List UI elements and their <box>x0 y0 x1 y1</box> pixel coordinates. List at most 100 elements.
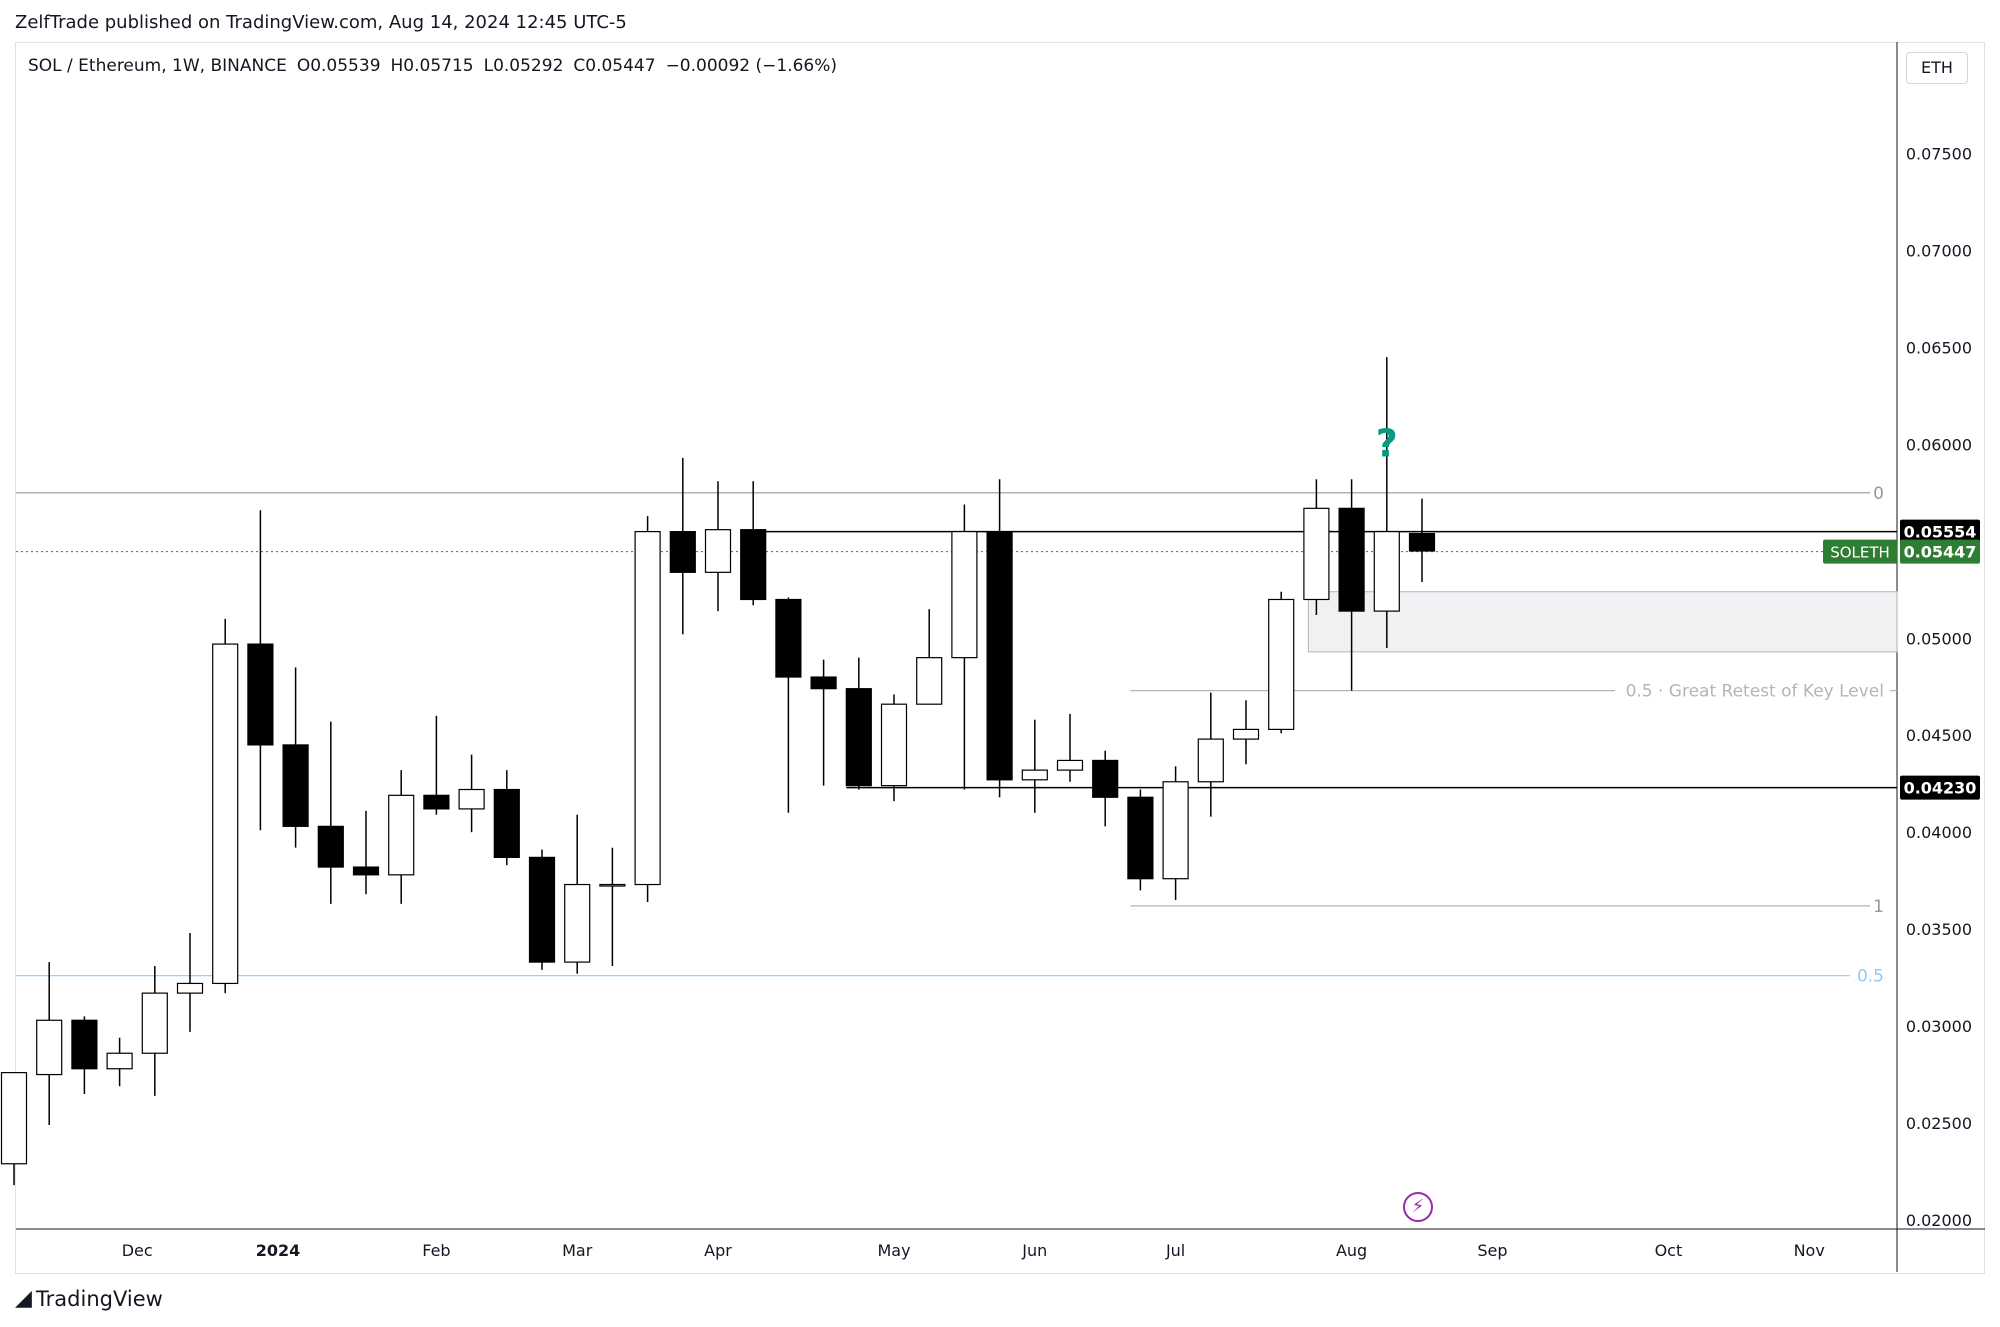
y-tick-label: 0.06000 <box>1906 435 1972 454</box>
bolt-icon[interactable]: ⚡ <box>1403 1192 1433 1222</box>
candle-body-down <box>317 825 344 868</box>
candle-body-up <box>704 529 732 573</box>
candle-body-down <box>282 744 309 827</box>
symbol-tag-bg <box>1823 539 1897 564</box>
symbol-tag: SOLETH <box>1830 544 1890 562</box>
candle <box>1127 789 1154 891</box>
candle <box>352 810 380 895</box>
change-value: −0.00092 (−1.66%) <box>665 56 838 76</box>
y-tick-label: 0.03500 <box>1906 920 1972 939</box>
candle <box>106 1037 133 1087</box>
x-tick-label: Dec <box>122 1241 153 1260</box>
candle-body-down <box>528 856 556 963</box>
candle-body-up <box>1021 769 1048 781</box>
candle-body-up <box>564 883 591 963</box>
x-tick-label: Mar <box>562 1241 593 1260</box>
candle <box>1268 591 1295 734</box>
candle <box>669 457 696 635</box>
candle <box>775 597 802 813</box>
price-tag-upper-bg <box>1900 519 1980 544</box>
symbol-label[interactable]: SOL / Ethereum, 1W, BINANCE <box>28 56 287 76</box>
price-tag-lower-bg <box>1900 775 1980 800</box>
footer-brand: TradingView <box>35 1286 163 1311</box>
y-tick-label: 0.06500 <box>1906 338 1972 357</box>
candle-body-up <box>0 1072 28 1165</box>
x-tick-label: Oct <box>1655 1241 1683 1260</box>
fib-level-05-label: 0.5 · Great Retest of Key Level <box>1626 682 1884 702</box>
candle-body-up <box>1268 598 1295 731</box>
y-tick-label: 0.04000 <box>1906 823 1972 842</box>
open-value: O0.05539 <box>296 56 381 76</box>
candle <box>1092 750 1119 827</box>
candle <box>704 481 732 612</box>
candle-body-up <box>634 531 661 886</box>
candle-body-down <box>247 643 274 746</box>
candle <box>176 933 204 1032</box>
candle <box>458 754 485 833</box>
candle <box>564 814 591 974</box>
close-value: C0.05447 <box>573 56 656 76</box>
candle-body-down <box>669 531 696 573</box>
high-value: H0.05715 <box>390 56 474 76</box>
tradingview-logo-icon: ◢ <box>15 1286 32 1311</box>
candle-body-down <box>1127 796 1154 880</box>
x-tick-label: Jun <box>1021 1241 1047 1260</box>
candle <box>810 659 837 786</box>
price-tag-upper: 0.05554 <box>1904 523 1977 542</box>
y-tick-label: 0.07500 <box>1906 144 1972 163</box>
candle-body-up <box>1303 507 1330 601</box>
candle-body-down <box>810 676 837 690</box>
publisher-caption: ZelfTrade published on TradingView.com, … <box>15 12 627 33</box>
y-tick-label: 0.04500 <box>1906 726 1972 745</box>
candle-body-up <box>36 1019 63 1076</box>
candle <box>1338 479 1365 691</box>
candle-body-up <box>212 643 239 985</box>
price-tag-lower: 0.04230 <box>1904 779 1977 798</box>
candle-body-up <box>1162 781 1189 880</box>
ohlc-legend: SOL / Ethereum, 1W, BINANCE O0.05539 H0.05… <box>28 56 837 76</box>
candle <box>880 694 908 802</box>
y-tick-label: 0.07000 <box>1906 241 1972 260</box>
candle <box>599 847 626 966</box>
candle <box>141 965 168 1096</box>
tradingview-logo[interactable]: ◢ TradingView <box>15 1286 163 1311</box>
candle-body-up <box>458 788 485 810</box>
candle <box>247 510 274 831</box>
x-tick-label: Nov <box>1794 1241 1825 1260</box>
candle <box>986 479 1013 798</box>
x-tick-label: Jul <box>1165 1241 1185 1260</box>
candle-body-down <box>423 794 450 810</box>
y-tick-label: 0.05000 <box>1906 629 1972 648</box>
candle-body-up <box>106 1052 133 1070</box>
candle-body-up <box>176 982 204 994</box>
candle-body-down <box>845 688 872 787</box>
candle <box>528 849 556 970</box>
candle-body-up <box>141 992 168 1054</box>
y-tick-label: 0.03000 <box>1906 1017 1972 1036</box>
candle-body-down <box>1092 759 1119 798</box>
candle <box>71 1016 98 1094</box>
candle-body-down <box>352 866 380 876</box>
candle-body-up <box>1232 728 1260 740</box>
candle <box>0 1072 28 1186</box>
candle-body-up <box>1197 738 1224 783</box>
chart-frame <box>15 42 1985 1274</box>
candle-body-up <box>951 531 978 659</box>
candle-body-down <box>493 788 520 858</box>
candle <box>951 504 978 790</box>
y-tick-label: 0.02000 <box>1906 1211 1972 1230</box>
candle-body-up <box>916 657 943 705</box>
candle-body-down <box>775 598 802 678</box>
candle <box>634 516 661 902</box>
currency-button[interactable]: ETH <box>1906 52 1968 84</box>
fib-level-0-label: 0 <box>1873 484 1884 504</box>
low-value: L0.05292 <box>483 56 564 76</box>
candle <box>916 609 943 705</box>
fib-zone-box <box>1307 591 1898 653</box>
x-tick-label: Sep <box>1477 1241 1507 1260</box>
x-tick-label: Feb <box>422 1241 450 1260</box>
candle <box>1197 692 1224 817</box>
candle <box>212 618 239 994</box>
x-tick-label: May <box>877 1241 910 1260</box>
